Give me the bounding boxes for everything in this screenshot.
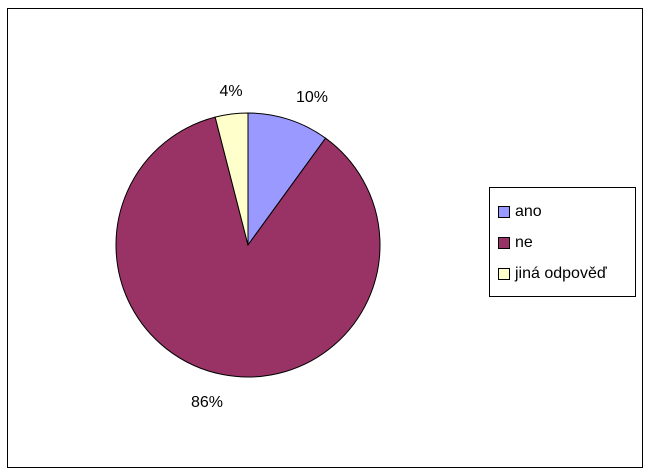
legend-swatch-jina-odpoved <box>498 268 510 280</box>
legend-label-ano: ano <box>515 203 542 220</box>
pie-slices <box>115 112 381 378</box>
data-label-jina-odpoved: 4% <box>219 83 242 100</box>
pie-slice-ne <box>115 116 381 378</box>
legend-label-ne: ne <box>515 234 533 251</box>
pie-slice-ano <box>247 112 327 247</box>
legend-item-jina-odpoved: jiná odpověď <box>498 264 607 284</box>
legend-swatch-ano <box>498 206 510 218</box>
legend-item-ano: ano <box>498 202 542 222</box>
chart-legend: ano ne jiná odpověď <box>489 187 636 297</box>
data-label-ne: 86% <box>191 394 223 411</box>
legend-swatch-ne <box>498 237 510 249</box>
pie-slice-jina-odpoved <box>214 112 249 246</box>
data-label-ano: 10% <box>296 89 328 106</box>
legend-item-ne: ne <box>498 233 533 253</box>
legend-label-jina-odpoved: jiná odpověď <box>515 265 607 282</box>
